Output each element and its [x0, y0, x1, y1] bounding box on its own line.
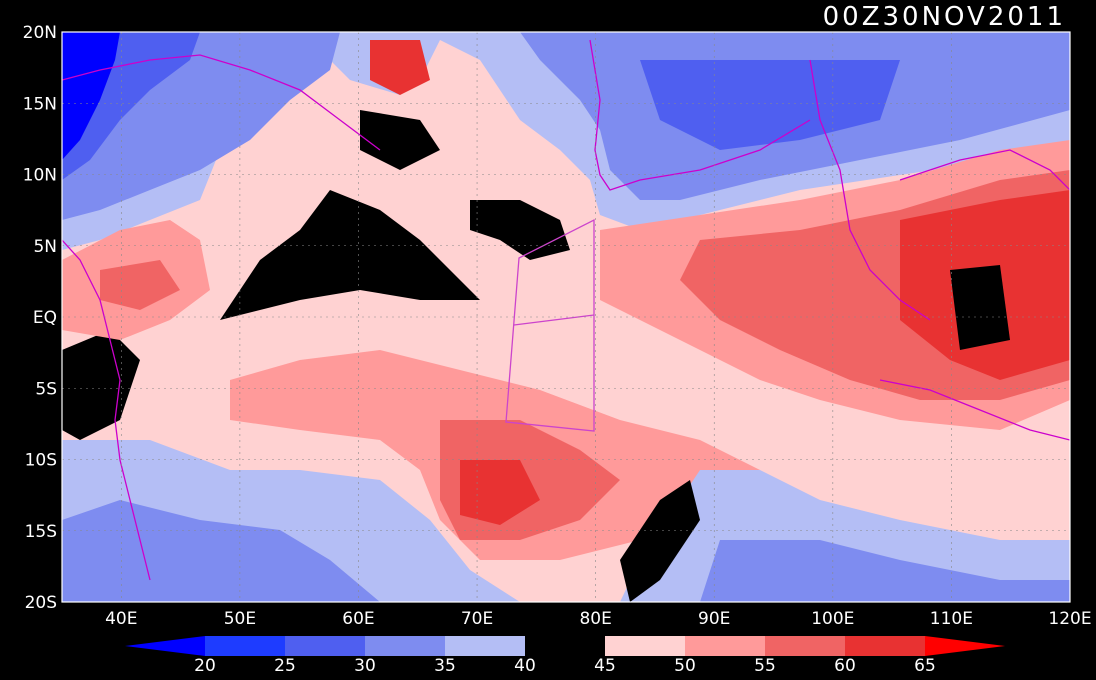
lon-tick-label: 40E — [105, 609, 137, 629]
colorbar-box — [365, 636, 446, 656]
colorbar-label: 35 — [434, 656, 456, 676]
lon-tick-label: 60E — [342, 609, 374, 629]
colorbar-box — [685, 636, 766, 656]
colorbar-label: 65 — [914, 656, 936, 676]
gridlines — [62, 32, 1070, 602]
lat-tick-label: 20N — [23, 23, 57, 43]
colorbar-box — [845, 636, 926, 656]
map-timestamp-title: 00Z30NOV2011 — [822, 2, 1066, 32]
plot-frame — [61, 31, 1071, 603]
lat-tick-label: 15N — [23, 94, 57, 114]
analysis-box-divider — [513, 314, 595, 326]
lon-tick-label: 50E — [224, 609, 256, 629]
lon-tick-label: 80E — [579, 609, 611, 629]
colorbar-label: 30 — [354, 656, 376, 676]
analysis-box — [505, 218, 595, 432]
colorbar-box — [285, 636, 366, 656]
lat-tick-label: 5S — [35, 379, 57, 399]
colorbar-high-arrow — [925, 636, 1005, 656]
colorbar-low-arrow — [125, 636, 205, 656]
lon-tick-label: 110E — [930, 609, 973, 629]
lon-tick-label: 90E — [698, 609, 730, 629]
colorbar-box — [525, 636, 606, 656]
lon-tick-label: 70E — [461, 609, 493, 629]
colorbar-label: 50 — [674, 656, 696, 676]
colorbar-label: 45 — [594, 656, 616, 676]
colorbar-label: 20 — [194, 656, 216, 676]
lat-tick-label: 20S — [25, 593, 57, 613]
lat-tick-label: 5N — [33, 237, 57, 257]
lon-tick-label: 120E — [1048, 609, 1091, 629]
coastlines — [62, 39, 1070, 581]
colorbar-label: 60 — [834, 656, 856, 676]
lat-tick-label: EQ — [33, 308, 57, 328]
colorbar-label: 25 — [274, 656, 296, 676]
colorbar-box — [205, 636, 286, 656]
lat-tick-label: 10N — [23, 166, 57, 186]
colorbar-label: 40 — [514, 656, 536, 676]
colorbar-box — [765, 636, 846, 656]
colorbar-box — [445, 636, 526, 656]
lat-tick-label: 10S — [25, 451, 57, 471]
colorbar-box — [605, 636, 686, 656]
colorbar-label: 55 — [754, 656, 776, 676]
lat-tick-label: 15S — [25, 522, 57, 542]
lon-tick-label: 100E — [811, 609, 854, 629]
